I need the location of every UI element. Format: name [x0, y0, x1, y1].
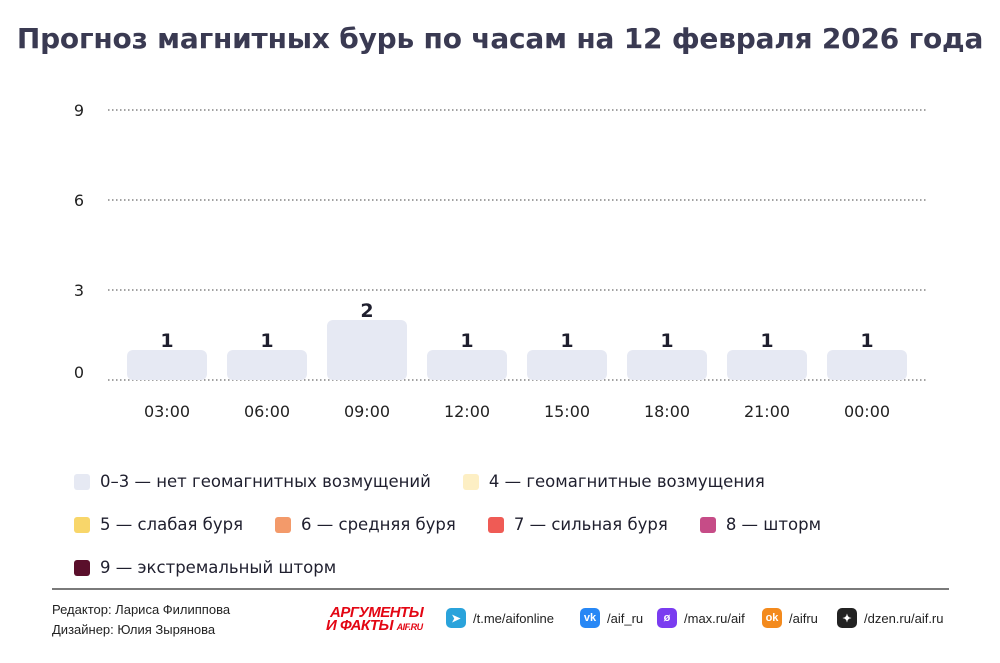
legend-swatch	[275, 516, 292, 533]
legend-swatch	[74, 559, 90, 576]
y-tick-label: 0	[74, 363, 84, 382]
aif-logo: АРГУМЕНТЫ И ФАКТЫ AIF.RU	[326, 604, 424, 634]
vk-icon: vk	[580, 608, 600, 628]
bar	[727, 350, 807, 380]
bar	[127, 350, 207, 380]
y-tick-label: 9	[74, 101, 84, 120]
legend-row: 0–3 — нет геомагнитных возмущений 4 — гео…	[74, 460, 954, 503]
social-link[interactable]: ✦ /dzen.ru/aif.ru	[837, 608, 944, 628]
social-link-label: /aifru	[789, 610, 818, 626]
bar-value-label: 1	[560, 330, 573, 352]
bar	[227, 350, 307, 380]
bar-value-label: 1	[860, 330, 873, 352]
editor-credit: Редактор: Лариса Филиппова	[52, 602, 231, 617]
legend-swatch	[699, 516, 716, 533]
legend: 0–3 — нет геомагнитных возмущений 4 — гео…	[74, 460, 954, 589]
legend-label: 5 — слабая буря	[100, 515, 244, 534]
bar	[527, 350, 607, 380]
x-tick-label: 18:00	[644, 402, 690, 421]
x-tick-label: 03:00	[144, 402, 190, 421]
legend-item: 9 — экстремальный шторм	[74, 558, 336, 577]
x-tick-label: 15:00	[544, 402, 590, 421]
x-tick-label: 09:00	[344, 402, 390, 421]
bar-chart: 0 3 6 9 1 03:00 1 06:00 2 09:00 1 12:00 1 15:00 1 18:00…	[74, 101, 928, 421]
x-tick-label: 00:00	[844, 402, 890, 421]
legend-label: 6 — средняя буря	[301, 515, 456, 534]
x-tick-label: 21:00	[744, 402, 790, 421]
bar-value-label: 2	[360, 300, 373, 322]
bar	[427, 350, 507, 380]
designer-credit: Дизайнер: Юлия Зырянова	[52, 622, 216, 637]
legend-swatch	[74, 516, 90, 533]
legend-row: 9 — экстремальный шторм	[74, 546, 954, 589]
legend-item: 7 — сильная буря	[487, 515, 668, 534]
bar-value-label: 1	[760, 330, 773, 352]
legend-item: 5 — слабая буря	[74, 515, 243, 534]
social-link[interactable]: ➤ /t.me/aifonline	[446, 608, 554, 628]
max-icon: ø	[657, 608, 677, 628]
social-link-label: /dzen.ru/aif.ru	[864, 610, 944, 626]
bar	[627, 350, 707, 380]
y-tick-label: 6	[74, 191, 84, 210]
legend-item: 0–3 — нет геомагнитных возмущений	[74, 472, 431, 491]
legend-swatch	[487, 516, 504, 533]
social-link[interactable]: ok/aifru	[762, 608, 818, 628]
legend-item: 4 — геомагнитные возмущения	[462, 472, 765, 491]
x-tick-label: 06:00	[244, 402, 290, 421]
legend-label: 0–3 — нет геомагнитных возмущений	[100, 472, 431, 491]
bar-value-label: 1	[160, 330, 173, 352]
x-tick-label: 12:00	[444, 402, 490, 421]
legend-swatch	[462, 473, 479, 490]
chart-title: Прогноз магнитных бурь по часам на 12 фе…	[16, 22, 984, 55]
bar-value-label: 1	[460, 330, 473, 352]
social-link[interactable]: vk/aif_ru	[580, 608, 643, 628]
bar-value-label: 1	[660, 330, 673, 352]
social-link-label: /max.ru/aif	[684, 610, 745, 626]
y-tick-label: 3	[74, 281, 84, 300]
legend-item: 8 — шторм	[699, 515, 822, 534]
legend-row: 5 — слабая буря 6 — средняя буря 7 — сильн…	[74, 503, 954, 546]
social-link-label: /aif_ru	[607, 610, 644, 626]
dzen-icon: ✦	[837, 608, 857, 628]
bar-value-label: 1	[260, 330, 273, 352]
odnoklassniki-icon: ok	[762, 608, 782, 628]
credits: Редактор: Лариса Филиппова Дизайнер: Юли…	[52, 600, 230, 640]
footer-divider	[52, 588, 949, 590]
legend-label: 8 — шторм	[725, 515, 822, 534]
legend-swatch	[74, 473, 90, 490]
social-link-label: /t.me/aifonline	[473, 610, 554, 626]
social-link[interactable]: ø/max.ru/aif	[657, 608, 745, 628]
legend-label: 7 — сильная буря	[513, 515, 668, 534]
legend-label: 4 — геомагнитные возмущения	[488, 472, 765, 491]
legend-item: 6 — средняя буря	[275, 515, 456, 534]
bar	[327, 320, 407, 380]
legend-label: 9 — экстремальный шторм	[100, 558, 337, 577]
bar	[827, 350, 907, 380]
telegram-icon: ➤	[446, 608, 466, 628]
